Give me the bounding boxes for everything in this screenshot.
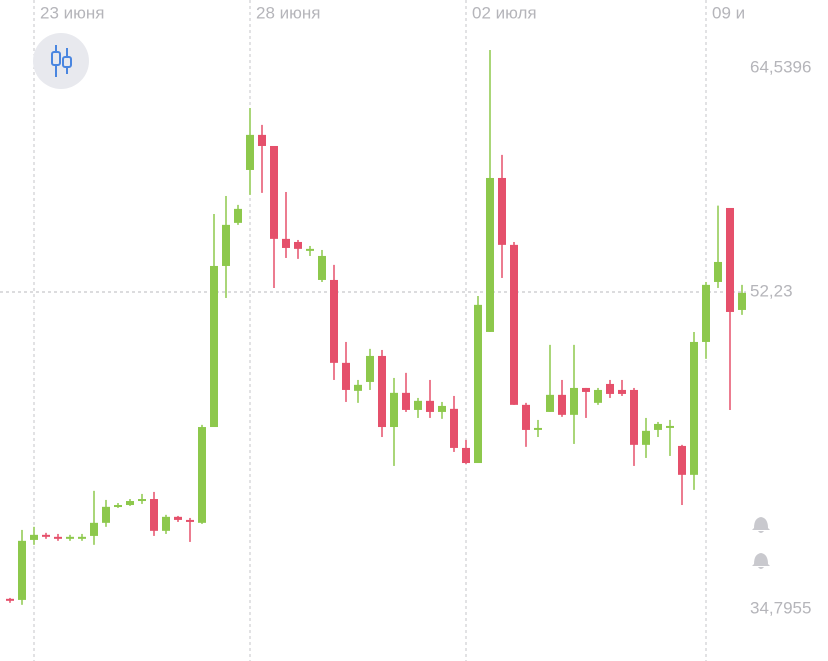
candle-body [738, 292, 746, 310]
candle-body [342, 362, 350, 390]
x-tick-label: 23 июня [40, 3, 104, 22]
candle-body [6, 598, 14, 601]
price-label-bg [746, 280, 828, 303]
candle-body [678, 445, 686, 475]
candle-body [594, 389, 602, 403]
candle-body [246, 134, 254, 170]
candle-body [474, 304, 482, 464]
candle-body [102, 506, 110, 523]
candle-body [114, 505, 122, 508]
candle-body [294, 241, 302, 249]
candle-body [198, 427, 206, 523]
candle-body [534, 427, 542, 430]
candle-body [522, 404, 530, 430]
candle-body [438, 405, 446, 412]
candle-body [186, 519, 194, 522]
candle-body [54, 536, 62, 539]
candle-body [402, 392, 410, 410]
candle-body [426, 400, 434, 412]
candle-body [390, 392, 398, 428]
candle-body [318, 255, 326, 280]
candle-body [162, 516, 170, 531]
candle-body [306, 248, 314, 251]
bell-icon[interactable] [752, 517, 770, 533]
candle-body [702, 284, 710, 342]
y-axis: 64,5396 34,7955 52,23 [746, 58, 828, 617]
candle-body [366, 355, 374, 382]
candle-body [330, 279, 338, 363]
candle-body [270, 145, 278, 239]
candle-body [630, 389, 638, 445]
x-tick-label: 02 июля [472, 3, 537, 22]
candle-body [66, 536, 74, 539]
candle-body [378, 355, 386, 428]
candle-body [726, 207, 734, 312]
candle-body [234, 208, 242, 223]
price-label: 52,23 [750, 281, 793, 300]
candle-body [30, 534, 38, 540]
icon-body [51, 51, 61, 66]
candle-body [174, 516, 182, 520]
candle-body [138, 499, 146, 502]
candle-body [462, 447, 470, 464]
candle-body [486, 177, 494, 332]
candle-body [414, 400, 422, 410]
alert-icons [752, 517, 770, 569]
candle-body [546, 394, 554, 412]
bell-icon[interactable] [752, 553, 770, 569]
candle-body [90, 522, 98, 536]
candle-body [126, 501, 134, 506]
candle-body [210, 265, 218, 428]
candle-body [606, 383, 614, 394]
candle-body [282, 238, 290, 248]
candle-body [258, 134, 266, 146]
candle-body [18, 540, 26, 600]
candle-body [510, 244, 518, 405]
candle-body [222, 224, 230, 266]
candle-body [42, 534, 50, 537]
candle-body [354, 384, 362, 391]
candle-body [666, 425, 674, 428]
candle-body [498, 177, 506, 245]
icon-body [62, 56, 72, 68]
candle-body [150, 499, 158, 531]
candle-body [654, 423, 662, 430]
x-tick-label: 28 июня [256, 3, 320, 22]
candle-body [642, 430, 650, 445]
candle-body [714, 261, 722, 282]
candle-body [450, 408, 458, 448]
y-tick-label: 64,5396 [750, 58, 811, 77]
candle-body [582, 387, 590, 392]
x-tick-label: 09 и [712, 3, 745, 22]
candle-body [558, 394, 566, 415]
y-tick-label: 34,7955 [750, 598, 811, 617]
candle-body [618, 389, 626, 394]
candle-body [78, 536, 86, 539]
candle-body [570, 387, 578, 415]
candle-body [690, 341, 698, 475]
indicator-button[interactable] [33, 33, 89, 89]
